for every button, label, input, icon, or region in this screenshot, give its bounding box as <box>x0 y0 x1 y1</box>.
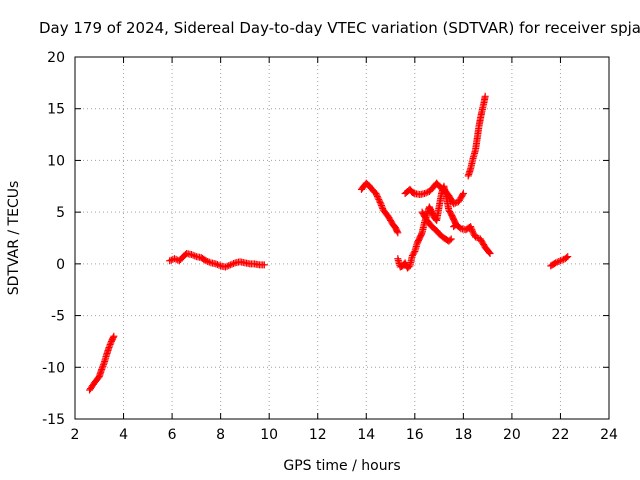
data-point <box>486 250 494 258</box>
data-point <box>167 256 175 264</box>
data-point <box>421 190 429 198</box>
data-point <box>552 259 560 267</box>
data-point <box>372 190 380 198</box>
data-point <box>451 199 459 207</box>
y-tick-label: 20 <box>47 50 65 66</box>
data-point <box>417 230 425 238</box>
data-point <box>106 342 114 350</box>
data-point <box>98 364 106 372</box>
chart-title: Day 179 of 2024, Sidereal Day-to-day VTE… <box>39 19 640 37</box>
data-point <box>377 201 385 209</box>
data-point <box>260 261 268 269</box>
data-point <box>467 223 475 231</box>
data-point <box>376 198 384 206</box>
data-point <box>481 92 489 100</box>
data-point <box>191 252 199 260</box>
y-tick-label: 0 <box>56 257 65 273</box>
data-point <box>225 262 233 270</box>
data-point <box>373 192 381 200</box>
data-point <box>459 191 467 199</box>
x-tick-label: 4 <box>119 427 128 443</box>
data-point <box>205 258 213 266</box>
data-point <box>473 234 481 242</box>
data-point <box>189 251 197 259</box>
x-axis-label: GPS time / hours <box>283 458 400 474</box>
y-axis-label: SDTVAR / TECUs <box>6 181 22 296</box>
y-tick-label: -10 <box>42 360 65 376</box>
data-point <box>226 261 234 269</box>
data-point <box>378 203 386 211</box>
data-point <box>230 260 238 268</box>
data-point <box>374 194 382 202</box>
data-point <box>110 332 118 340</box>
data-point <box>98 365 106 373</box>
data-point <box>394 229 402 237</box>
data-point <box>459 190 467 198</box>
x-tick-label: 16 <box>406 427 424 443</box>
data-point <box>468 226 476 234</box>
x-tick-label: 12 <box>309 427 327 443</box>
data-point <box>375 195 383 203</box>
data-point <box>555 257 563 265</box>
x-tick-label: 8 <box>216 427 225 443</box>
x-tick-label: 6 <box>168 427 177 443</box>
y-tick-label: 5 <box>56 205 65 221</box>
grid-lines <box>75 57 609 419</box>
y-tick-label: 15 <box>47 102 65 118</box>
data-point <box>410 249 418 257</box>
data-point <box>100 361 108 369</box>
data-point <box>171 255 179 263</box>
data-point <box>166 257 174 265</box>
plot-frame <box>74 56 610 420</box>
x-tick-label: 10 <box>260 427 278 443</box>
data-point <box>99 362 107 370</box>
data-point <box>467 224 475 232</box>
x-tick-label: 14 <box>357 427 375 443</box>
data-point <box>221 263 229 271</box>
data-point <box>564 253 572 261</box>
data-point <box>106 341 114 349</box>
x-tick-label: 22 <box>552 427 570 443</box>
data-point <box>472 233 479 241</box>
data-point <box>553 258 561 266</box>
data-point <box>393 228 401 236</box>
data-point <box>202 257 210 265</box>
data-point <box>446 236 454 244</box>
y-tick-label: -15 <box>42 412 65 428</box>
data-point <box>212 260 220 268</box>
x-tick-label: 2 <box>71 427 80 443</box>
data-point <box>485 248 493 256</box>
x-tick-label: 20 <box>503 427 521 443</box>
data-point <box>422 189 430 197</box>
data-point <box>215 261 223 269</box>
data-points <box>86 92 572 394</box>
data-point <box>375 197 383 205</box>
data-point <box>373 191 381 199</box>
y-tick-label: -5 <box>51 309 65 325</box>
data-point <box>558 256 566 264</box>
data-point <box>377 200 385 208</box>
data-point <box>204 257 212 265</box>
data-point <box>447 235 455 243</box>
x-tick-label: 24 <box>600 427 618 443</box>
data-point <box>213 261 221 269</box>
data-point <box>188 251 196 259</box>
data-point <box>563 254 571 262</box>
data-point <box>450 200 458 208</box>
data-point <box>105 344 113 352</box>
data-point <box>109 334 117 342</box>
y-tick-label: 10 <box>47 153 65 169</box>
data-point <box>556 257 564 265</box>
data-point <box>228 260 236 268</box>
x-tick-label: 18 <box>454 427 472 443</box>
data-point <box>223 262 231 270</box>
